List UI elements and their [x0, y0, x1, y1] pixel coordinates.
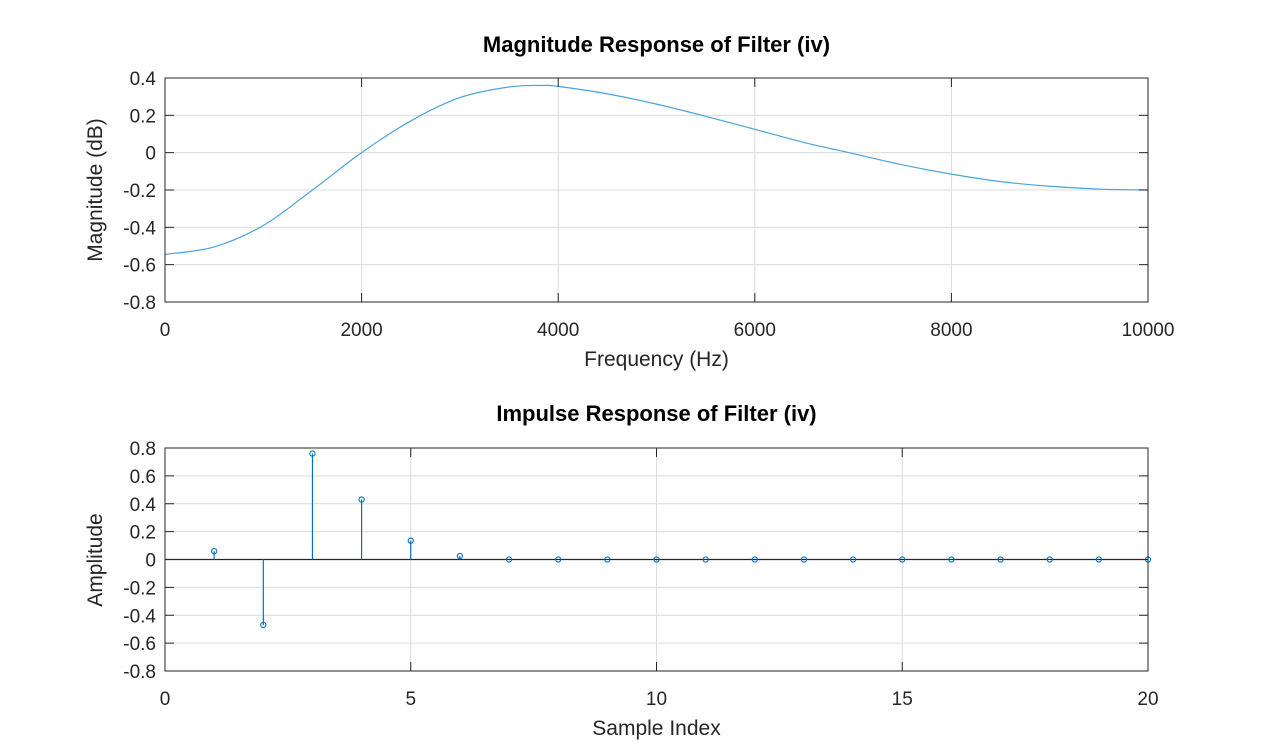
magnitude-y-tick-labels: -0.8 -0.6 -0.4 -0.2 0 0.2 0.4: [123, 69, 156, 314]
magnitude-x-tick-label: 0: [160, 320, 171, 341]
stem-marker: [948, 556, 955, 563]
impulse-y-tick-label: 0.2: [130, 523, 156, 544]
stem-marker: [1046, 556, 1053, 563]
magnitude-plot-title: Magnitude Response of Filter (iv): [483, 32, 830, 57]
stem-marker: [849, 556, 857, 563]
magnitude-y-tick-label: 0.2: [130, 106, 156, 127]
stem-marker: [505, 556, 513, 563]
impulse-plot-title: Impulse Response of Filter (iv): [496, 401, 816, 426]
magnitude-x-tick-label: 10000: [1122, 320, 1175, 341]
magnitude-x-tick-labels: 0 2000 4000 6000 8000 10000: [160, 320, 1175, 341]
impulse-y-axis-label: Amplitude: [84, 513, 107, 606]
impulse-x-tick-label: 5: [405, 689, 416, 710]
stem-marker: [309, 450, 316, 457]
magnitude-y-tick-label: -0.6: [123, 256, 156, 277]
magnitude-y-tick-label: -0.4: [123, 218, 156, 239]
magnitude-x-tick-label: 2000: [340, 320, 382, 341]
magnitude-response-plot: Magnitude Response of Filter (iv) 0 2000 4…: [84, 32, 1174, 371]
impulse-y-tick-label: 0.6: [130, 467, 156, 488]
stem-marker: [702, 556, 709, 563]
magnitude-x-tick-label: 6000: [734, 320, 776, 341]
impulse-x-axis-label: Sample Index: [592, 717, 721, 740]
impulse-y-tick-label: 0: [145, 551, 156, 572]
stem-marker: [456, 552, 464, 560]
impulse-y-tick-label: -0.2: [123, 578, 156, 599]
magnitude-series-line: [164, 84, 1149, 255]
impulse-response-plot: Impulse Response of Filter (iv) 0 5 10 15 20…: [84, 401, 1159, 740]
impulse-x-tick-label: 15: [892, 689, 913, 710]
impulse-x-tick-label: 10: [646, 689, 667, 710]
magnitude-y-tick-label: -0.2: [123, 181, 156, 202]
impulse-ticks: [164, 447, 1149, 672]
stem-marker: [407, 537, 414, 544]
impulse-y-tick-label: -0.4: [123, 606, 156, 627]
magnitude-y-tick-label: -0.8: [123, 293, 156, 314]
impulse-y-tick-label: -0.8: [123, 662, 156, 683]
magnitude-x-tick-label: 4000: [537, 320, 579, 341]
magnitude-y-tick-label: 0: [145, 144, 156, 165]
stem-marker: [604, 556, 611, 563]
impulse-x-tick-label: 0: [160, 689, 171, 710]
stem-marker: [210, 547, 218, 555]
stem-marker: [899, 556, 906, 563]
impulse-x-tick-labels: 0 5 10 15 20: [160, 689, 1159, 710]
stem-marker: [800, 556, 808, 563]
impulse-y-tick-labels: -0.8 -0.6 -0.4 -0.2 0 0.2 0.4 0.6 0.8: [123, 439, 156, 683]
magnitude-x-tick-label: 8000: [930, 320, 972, 341]
magnitude-y-tick-label: 0.4: [130, 69, 157, 90]
magnitude-y-axis-label: Magnitude (dB): [84, 118, 107, 262]
stem-marker: [751, 556, 758, 563]
impulse-y-tick-label: -0.6: [123, 634, 156, 655]
magnitude-series: [164, 84, 1149, 255]
impulse-y-tick-label: 0.4: [130, 495, 157, 516]
stem-marker: [653, 556, 660, 563]
stem-marker: [1095, 556, 1102, 563]
impulse-x-tick-label: 20: [1137, 689, 1158, 710]
stem-marker: [358, 496, 365, 503]
magnitude-x-axis-label: Frequency (Hz): [584, 348, 729, 371]
stem-marker: [260, 621, 267, 629]
impulse-series: [165, 450, 1152, 629]
impulse-y-tick-label: 0.8: [130, 439, 156, 460]
stem-marker: [997, 556, 1004, 563]
magnitude-ticks: [164, 77, 1149, 303]
stem-marker: [555, 556, 562, 563]
